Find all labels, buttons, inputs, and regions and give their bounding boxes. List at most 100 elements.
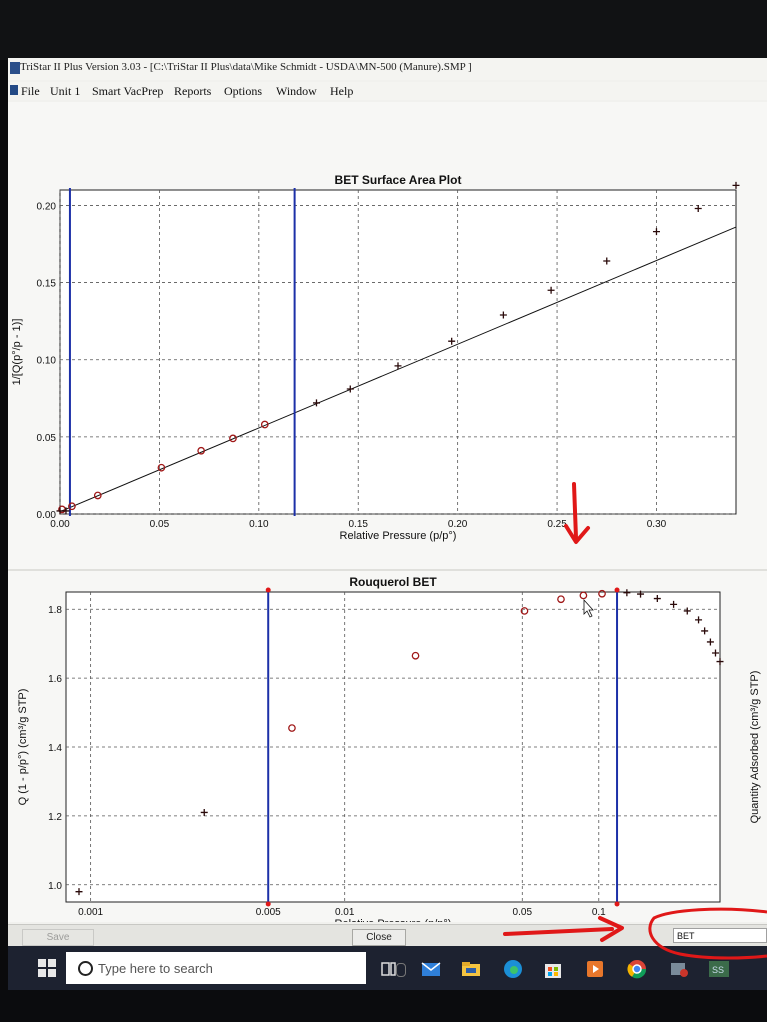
media-player-icon[interactable] xyxy=(584,958,606,980)
chart2-point-selected xyxy=(557,595,565,604)
chart1-point-selected xyxy=(58,505,66,514)
chart2-right-y-axis-label: Quantity Adsorbed (cm³/g STP) xyxy=(749,671,761,824)
chart1-point-excluded xyxy=(499,311,507,319)
chart2-y-axis-label: Q (1 - p/p°) (cm³/g STP) xyxy=(17,689,29,806)
windows-taskbar: Type here to search SS xyxy=(8,946,767,990)
chart1-y-tick-label: 0.10 xyxy=(37,356,57,367)
monitor-bezel-bottom xyxy=(0,990,767,1022)
chart2-point-selected xyxy=(411,651,420,660)
search-icon xyxy=(78,961,93,976)
chart1-point-excluded xyxy=(62,507,70,515)
chart1-point-excluded xyxy=(56,507,64,515)
search-placeholder: Type here to search xyxy=(98,961,213,976)
chart1-point-selected xyxy=(93,491,102,500)
chart2-point-excluded xyxy=(670,600,678,608)
chart1-x-tick-label: 0.30 xyxy=(647,519,667,530)
chart2-x-tick-label: 0.1 xyxy=(592,907,606,918)
chart1-point-excluded xyxy=(394,362,402,370)
app-icon-2[interactable]: SS xyxy=(708,958,730,980)
chart2-y-tick-label: 1.0 xyxy=(48,881,62,892)
menu-bar: File Unit 1 Smart VacPrep Reports Option… xyxy=(8,82,767,100)
chart2-range-handle xyxy=(265,901,271,907)
chart2-point-excluded xyxy=(637,590,645,598)
chart2-point-excluded xyxy=(75,888,83,896)
plot-type-select[interactable]: BET xyxy=(673,928,767,943)
chart1-y-tick-label: 0.20 xyxy=(37,201,57,212)
chart2-x-tick-label: 0.005 xyxy=(256,907,281,918)
application-window: TriStar II Plus Version 3.03 - [C:\TriSt… xyxy=(8,58,767,990)
plot-area: 0.00 0.05 0.10 0.15 0.20 0.25 0.30 0.00 0.05 0.10… xyxy=(8,102,767,922)
chart1-point-excluded xyxy=(346,385,354,393)
chart1-point-excluded xyxy=(694,205,702,213)
menu-file[interactable]: File xyxy=(21,84,40,98)
app-icon xyxy=(10,62,20,74)
menu-options[interactable]: Options xyxy=(224,84,263,98)
svg-text:SS: SS xyxy=(712,965,724,975)
chart2-point-excluded xyxy=(701,627,709,635)
chart1-y-tick-label: 0.15 xyxy=(37,279,57,290)
chart2-y-tick-label: 1.4 xyxy=(48,743,62,754)
mail-icon[interactable] xyxy=(420,958,442,980)
chart1-point-selected xyxy=(229,434,237,443)
menu-window[interactable]: Window xyxy=(276,84,317,98)
menu-reports[interactable]: Reports xyxy=(174,84,212,98)
file-explorer-icon[interactable] xyxy=(460,958,482,980)
chart1-y-tick-label: 0.00 xyxy=(37,510,57,521)
chart2-title: Rouquerol BET xyxy=(349,575,437,589)
chart1-point-excluded xyxy=(603,257,611,265)
edge-icon[interactable] xyxy=(502,958,524,980)
chart2-point-excluded xyxy=(683,607,691,615)
chart1-point-excluded xyxy=(312,399,320,407)
close-button[interactable]: Close xyxy=(352,929,406,946)
chart1-x-tick-label: 0.20 xyxy=(448,519,468,530)
chart1-x-tick-label: 0.15 xyxy=(349,519,369,530)
app-icon[interactable] xyxy=(668,958,690,980)
chart2-y-tick-label: 1.6 xyxy=(48,674,62,685)
chart1-frame xyxy=(59,189,737,515)
chart2-point-selected xyxy=(520,607,529,615)
chart1-point-excluded xyxy=(547,286,555,294)
monitor-bezel-top xyxy=(0,0,767,60)
chart2-point-excluded xyxy=(200,808,208,816)
document-icon[interactable] xyxy=(10,85,18,95)
chart2-x-tick-label: 0.001 xyxy=(78,907,103,918)
chart1-point-excluded xyxy=(448,337,456,345)
menu-help[interactable]: Help xyxy=(330,84,354,98)
store-icon[interactable] xyxy=(542,958,564,980)
microphone-icon[interactable] xyxy=(396,963,406,977)
menu-unit-1[interactable]: Unit 1 xyxy=(50,84,81,98)
chart1-x-tick-label: 0.10 xyxy=(249,519,269,530)
chart2-x-tick-label: 0.01 xyxy=(335,907,355,918)
chart2-point-excluded xyxy=(653,595,661,603)
mouse-cursor-icon xyxy=(583,598,594,618)
chart1-title: BET Surface Area Plot xyxy=(335,173,462,187)
chart2-point-selected xyxy=(598,589,606,598)
chart2-range-handle xyxy=(265,587,271,593)
chart1-y-axis-label: 1/[Q(p°/p - 1)] xyxy=(11,319,23,386)
chart1-point-selected xyxy=(157,463,166,472)
taskbar-search-box[interactable]: Type here to search xyxy=(66,952,406,984)
chart2-point-selected xyxy=(579,591,588,600)
chrome-icon[interactable] xyxy=(626,958,648,980)
title-bar: TriStar II Plus Version 3.03 - [C:\TriSt… xyxy=(8,58,767,80)
chart1-point-excluded xyxy=(652,228,660,236)
chart2-range-handle xyxy=(614,901,620,907)
plots-canvas[interactable]: 0.00 0.05 0.10 0.15 0.20 0.25 0.300.000.050.10… xyxy=(8,102,767,922)
chart2-point-excluded xyxy=(706,638,714,646)
chart1-x-tick-label: 0.00 xyxy=(50,519,70,530)
bottom-bar: Save Close BET xyxy=(8,924,767,947)
chart1-point-excluded xyxy=(732,181,740,189)
chart2-x-tick-label: 0.05 xyxy=(513,907,533,918)
chart2-y-tick-label: 1.8 xyxy=(48,605,62,616)
chart1-point-selected xyxy=(260,420,269,429)
task-view-icon[interactable] xyxy=(378,958,400,980)
chart2-y-tick-label: 1.2 xyxy=(48,812,62,823)
save-button[interactable]: Save xyxy=(22,929,94,946)
window-title: TriStar II Plus Version 3.03 - [C:\TriSt… xyxy=(20,61,472,73)
chart1-x-tick-label: 0.05 xyxy=(150,519,170,530)
menu-smart-vacprep[interactable]: Smart VacPrep xyxy=(92,84,164,98)
chart1-point-selected xyxy=(68,502,76,511)
chart2-point-excluded xyxy=(695,616,703,624)
chart2-point-selected xyxy=(288,724,296,732)
windows-start-icon[interactable] xyxy=(38,959,56,977)
